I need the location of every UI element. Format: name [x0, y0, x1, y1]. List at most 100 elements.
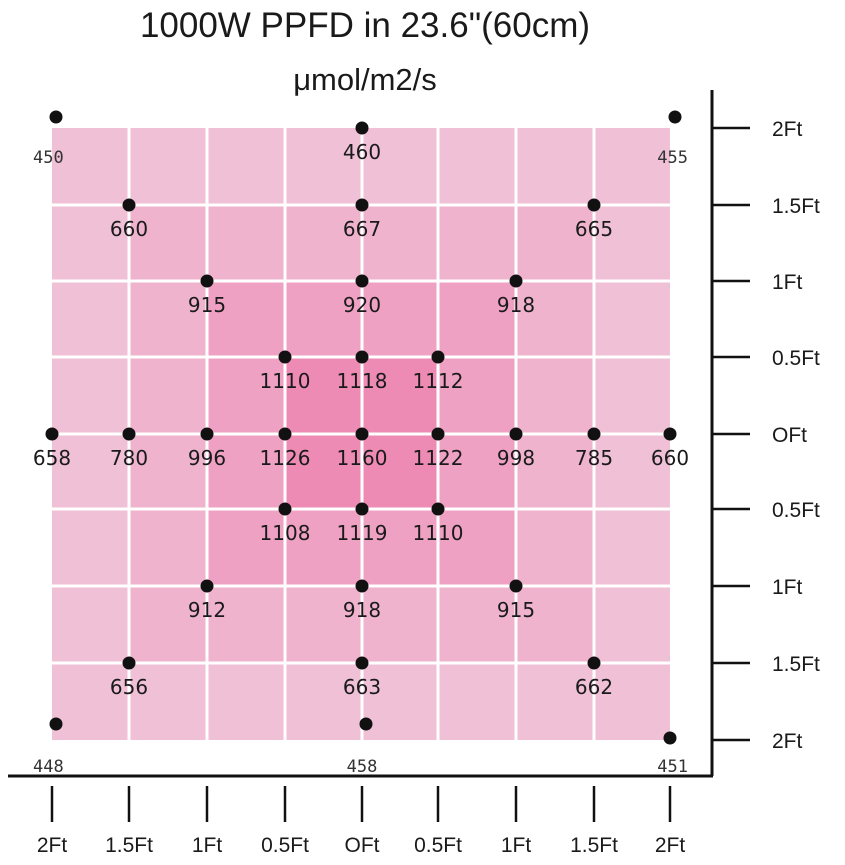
heatmap-cell: [129, 663, 207, 740]
point-value-label: 996: [188, 446, 226, 470]
point-value-label: 780: [110, 446, 148, 470]
point-value-label: 1108: [260, 521, 311, 545]
point-value-label: 1118: [337, 369, 388, 393]
y-tick-label: 0.5Ft: [772, 499, 820, 522]
heatmap-cell: [362, 281, 438, 357]
heatmap-cell: [594, 357, 670, 434]
heatmap-cell: [285, 205, 362, 281]
measurement-points: 450 460 455 660 667 665 915 920 918 1110 1118 1112 6…: [33, 110, 689, 777]
measurement-point: [509, 427, 523, 441]
measurement-point: [355, 656, 369, 670]
heatmap-cell: [594, 281, 670, 357]
point-value-label: 912: [188, 598, 226, 622]
y-tick-label: 1.5Ft: [772, 195, 820, 218]
y-tick-label: 1Ft: [772, 271, 803, 294]
heatmap-cell: [285, 357, 362, 434]
measurement-point: [278, 502, 292, 516]
measurement-point: [200, 579, 214, 593]
measurement-point: [663, 731, 677, 745]
heatmap-cell: [52, 128, 129, 205]
measurement-point: [431, 350, 445, 364]
measurement-point: [663, 427, 677, 441]
point-value-label: 1112: [413, 369, 464, 393]
heatmap-cell: [285, 509, 362, 586]
heatmap-cell: [362, 586, 438, 663]
heatmap-cell: [52, 281, 129, 357]
heatmap-cell: [362, 434, 438, 509]
heatmap-cell: [362, 128, 438, 205]
heatmap-cell: [207, 205, 285, 281]
chart-subtitle: μmol/m2/s: [293, 62, 437, 97]
heatmap-cell: [129, 281, 207, 357]
point-value-label: 663: [343, 675, 381, 699]
measurement-point: [431, 502, 445, 516]
x-tick-label: 2Ft: [655, 834, 686, 857]
heatmap-cell: [129, 357, 207, 434]
measurement-point: [587, 427, 601, 441]
x-tick-label: OFt: [345, 834, 380, 857]
heatmap-cell: [285, 281, 362, 357]
heatmap-cell: [516, 586, 594, 663]
heatmap-cell: [438, 357, 516, 434]
point-value-label: 1122: [413, 446, 464, 470]
measurement-point: [355, 502, 369, 516]
measurement-point: [278, 427, 292, 441]
point-value-label: 1119: [337, 521, 388, 545]
heatmap-cell: [594, 509, 670, 586]
heatmap-cell: [516, 357, 594, 434]
heatmap-cell: [362, 663, 438, 740]
heatmap-cell: [52, 205, 129, 281]
heatmap-cell: [516, 434, 594, 509]
heatmap-cell: [285, 663, 362, 740]
heatmap-cell: [52, 586, 129, 663]
measurement-point: [278, 350, 292, 364]
measurement-point: [509, 579, 523, 593]
y-tick-label: 1.5Ft: [772, 653, 820, 676]
x-tick-label: 0.5Ft: [261, 834, 309, 857]
heatmap-cell: [438, 586, 516, 663]
measurement-point: [359, 717, 373, 731]
heatmap-cell: [129, 509, 207, 586]
heatmap-cell: [438, 663, 516, 740]
point-value-label: 1110: [413, 521, 464, 545]
heatmap-cell: [52, 434, 129, 509]
heatmap-cell: [52, 357, 129, 434]
point-value-label: 1126: [260, 446, 311, 470]
measurement-point: [49, 110, 63, 124]
measurement-point: [587, 198, 601, 212]
point-value-label: 785: [575, 446, 613, 470]
point-value-label: 658: [33, 446, 71, 470]
point-value-label: 918: [343, 598, 381, 622]
x-tick-label: 1.5Ft: [105, 834, 153, 857]
heatmap-cell: [207, 434, 285, 509]
heatmap-cell: [362, 205, 438, 281]
heatmap-cell: [594, 586, 670, 663]
x-tick-label: 0.5Ft: [414, 834, 462, 857]
measurement-point: [587, 656, 601, 670]
x-tick-label: 1Ft: [501, 834, 532, 857]
heatmap-cell: [129, 434, 207, 509]
x-tick-label: 1Ft: [192, 834, 223, 857]
heatmap-cell: [516, 128, 594, 205]
heatmap-cell: [516, 281, 594, 357]
heatmap-cell: [285, 586, 362, 663]
measurement-point: [122, 656, 136, 670]
point-value-label: 1160: [337, 446, 388, 470]
measurement-point: [122, 198, 136, 212]
heatmap-cell: [594, 128, 670, 205]
heatmap-cell: [594, 434, 670, 509]
point-value-label: 918: [497, 293, 535, 317]
heatmap-cells: [52, 128, 670, 740]
heatmap-cell: [207, 586, 285, 663]
heatmap-cell: [129, 586, 207, 663]
heatmap-cell: [516, 509, 594, 586]
y-tick-label: 0.5Ft: [772, 347, 820, 370]
measurement-point: [49, 717, 63, 731]
measurement-point: [355, 579, 369, 593]
measurement-point: [355, 274, 369, 288]
heatmap-cell: [516, 663, 594, 740]
heatmap-cell: [207, 128, 285, 205]
measurement-point: [200, 427, 214, 441]
point-value-label: 451: [657, 757, 688, 777]
heatmap-cell: [362, 509, 438, 586]
